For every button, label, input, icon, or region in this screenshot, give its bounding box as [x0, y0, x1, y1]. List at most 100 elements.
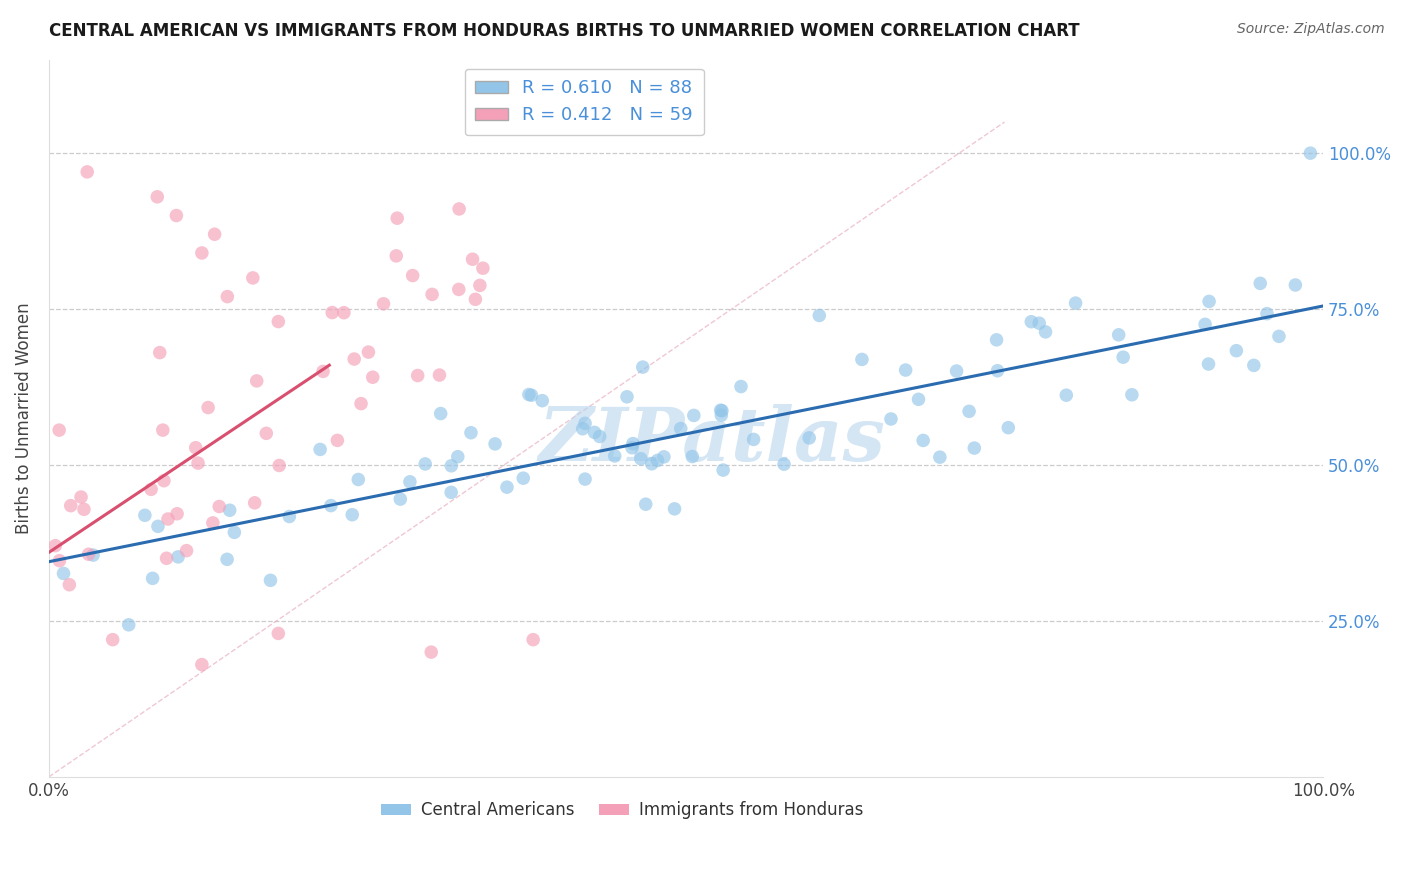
Point: [773, 457, 796, 471]
Point: [59, 499, 82, 513]
Point: [1198, 294, 1220, 309]
Point: [641, 457, 664, 471]
Point: [447, 282, 470, 296]
Point: [77, 547, 100, 561]
Point: [242, 271, 264, 285]
Point: [48, 423, 70, 437]
Point: [246, 374, 269, 388]
Point: [1299, 146, 1322, 161]
Point: [603, 449, 626, 463]
Point: [350, 396, 373, 410]
Point: [385, 249, 408, 263]
Point: [449, 202, 471, 216]
Point: [52, 566, 75, 581]
Point: [254, 426, 277, 441]
Point: [406, 368, 429, 383]
Point: [621, 441, 644, 455]
Point: [621, 436, 644, 450]
Point: [681, 450, 703, 464]
Point: [165, 209, 187, 223]
Point: [155, 551, 177, 566]
Point: [1268, 329, 1291, 343]
Point: [894, 363, 917, 377]
Legend: Central Americans, Immigrants from Honduras: Central Americans, Immigrants from Hondu…: [374, 795, 870, 826]
Point: [647, 453, 669, 467]
Point: [631, 360, 654, 375]
Point: [321, 305, 343, 319]
Point: [373, 297, 395, 311]
Point: [730, 379, 752, 393]
Point: [184, 441, 207, 455]
Point: [440, 485, 463, 500]
Point: [986, 333, 1008, 347]
Text: CENTRAL AMERICAN VS IMMIGRANTS FROM HONDURAS BIRTHS TO UNMARRIED WOMEN CORRELATI: CENTRAL AMERICAN VS IMMIGRANTS FROM HOND…: [49, 22, 1080, 40]
Point: [799, 431, 821, 445]
Point: [243, 496, 266, 510]
Point: [76, 165, 98, 179]
Point: [217, 290, 239, 304]
Point: [574, 417, 596, 431]
Point: [429, 368, 451, 382]
Point: [928, 450, 950, 465]
Point: [711, 463, 734, 477]
Point: [468, 278, 491, 293]
Point: [218, 503, 240, 517]
Point: [389, 492, 412, 507]
Point: [634, 497, 657, 511]
Point: [1035, 325, 1057, 339]
Point: [399, 475, 422, 489]
Point: [630, 451, 652, 466]
Point: [267, 626, 290, 640]
Point: [669, 421, 692, 435]
Point: [1054, 388, 1077, 402]
Point: [420, 645, 443, 659]
Point: [963, 441, 986, 455]
Point: [447, 450, 470, 464]
Point: [343, 352, 366, 367]
Point: [1064, 296, 1087, 310]
Text: Source: ZipAtlas.com: Source: ZipAtlas.com: [1237, 22, 1385, 37]
Point: [142, 571, 165, 585]
Point: [517, 387, 540, 401]
Point: [326, 434, 349, 448]
Point: [48, 554, 70, 568]
Point: [571, 422, 593, 436]
Point: [201, 516, 224, 530]
Point: [583, 425, 606, 440]
Point: [1194, 318, 1216, 332]
Point: [957, 404, 980, 418]
Point: [347, 473, 370, 487]
Point: [153, 474, 176, 488]
Point: [269, 458, 291, 473]
Point: [1028, 316, 1050, 330]
Point: [1108, 327, 1130, 342]
Point: [176, 543, 198, 558]
Point: [512, 471, 534, 485]
Point: [496, 480, 519, 494]
Point: [387, 211, 409, 226]
Point: [682, 409, 704, 423]
Point: [1243, 359, 1265, 373]
Point: [146, 519, 169, 533]
Point: [1198, 357, 1220, 371]
Point: [997, 420, 1019, 434]
Point: [710, 403, 733, 417]
Point: [357, 345, 380, 359]
Point: [342, 508, 364, 522]
Point: [1112, 350, 1135, 364]
Point: [880, 412, 903, 426]
Point: [1021, 315, 1043, 329]
Point: [912, 434, 935, 448]
Point: [361, 370, 384, 384]
Point: [1284, 278, 1306, 293]
Point: [217, 552, 239, 566]
Point: [986, 364, 1008, 378]
Point: [520, 388, 543, 402]
Point: [588, 429, 610, 443]
Point: [259, 574, 281, 588]
Point: [208, 500, 231, 514]
Text: ZIPatlas: ZIPatlas: [538, 403, 884, 476]
Point: [44, 539, 66, 553]
Point: [440, 458, 463, 473]
Point: [1256, 307, 1278, 321]
